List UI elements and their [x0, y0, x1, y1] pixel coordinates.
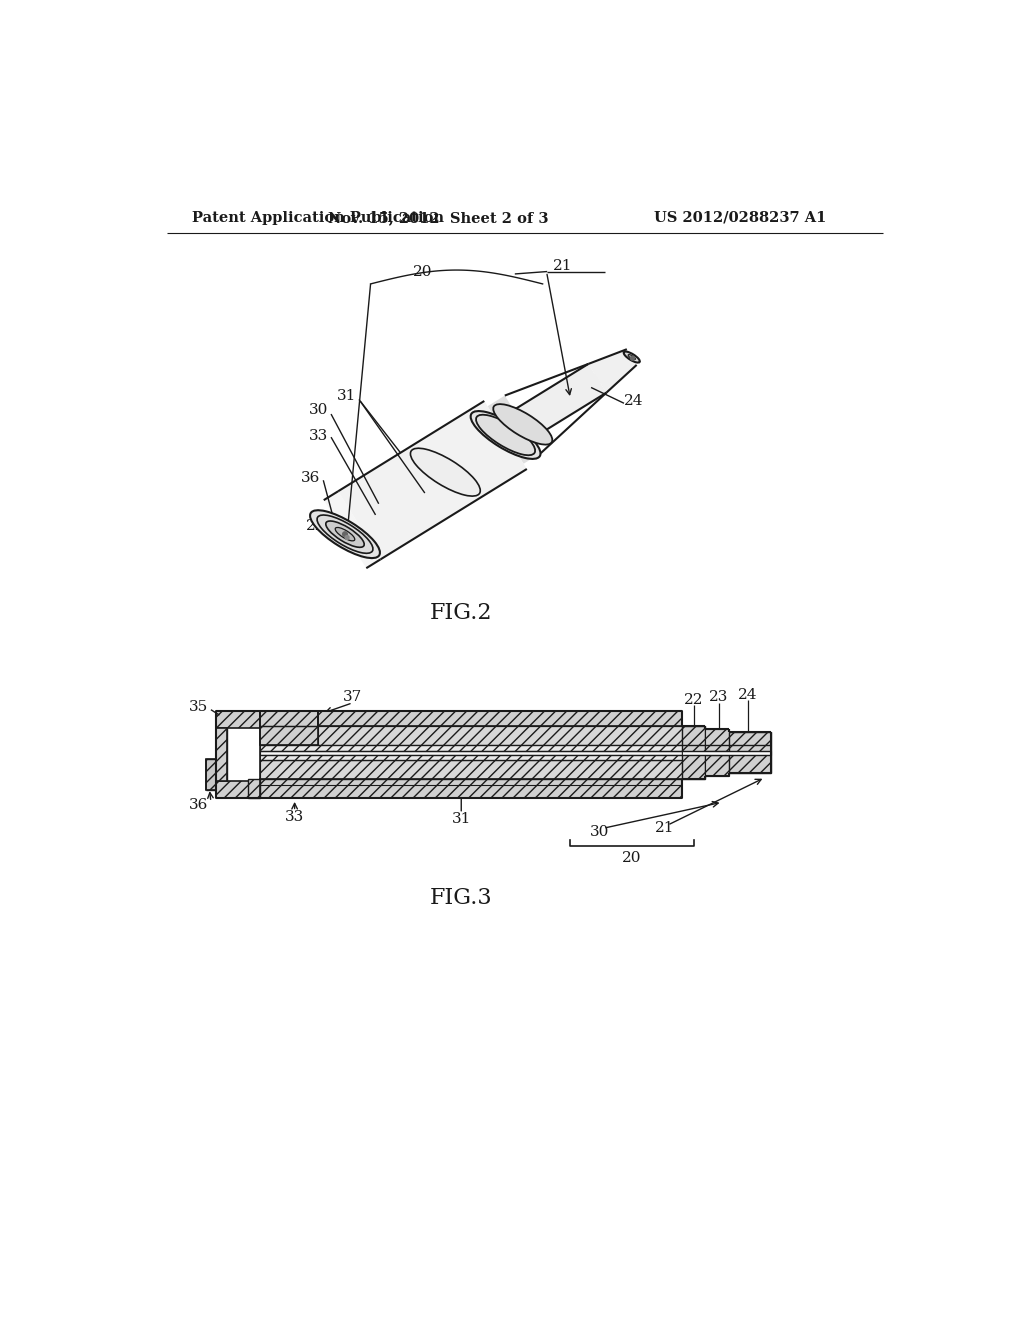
Text: US 2012/0288237 A1: US 2012/0288237 A1: [654, 211, 826, 224]
Ellipse shape: [508, 414, 538, 434]
Polygon shape: [589, 350, 637, 392]
Text: 36: 36: [301, 471, 321, 484]
Text: 22: 22: [306, 520, 326, 533]
Text: Nov. 15, 2012  Sheet 2 of 3: Nov. 15, 2012 Sheet 2 of 3: [328, 211, 548, 224]
Text: 20: 20: [622, 850, 641, 865]
Ellipse shape: [476, 414, 536, 455]
Text: 23: 23: [709, 690, 728, 705]
Ellipse shape: [589, 372, 605, 384]
Polygon shape: [706, 751, 729, 755]
Polygon shape: [682, 726, 706, 779]
Text: 35: 35: [369, 540, 387, 554]
Text: 33: 33: [308, 429, 328, 442]
Text: FIG.2: FIG.2: [430, 602, 493, 624]
Polygon shape: [514, 364, 606, 438]
Polygon shape: [706, 755, 729, 776]
Polygon shape: [338, 401, 527, 560]
Text: 31: 31: [452, 812, 471, 826]
Ellipse shape: [615, 356, 631, 368]
Text: 30: 30: [590, 825, 609, 840]
Circle shape: [631, 356, 635, 360]
Polygon shape: [216, 711, 260, 729]
Text: 35: 35: [188, 701, 208, 714]
Polygon shape: [260, 760, 682, 779]
Ellipse shape: [628, 355, 635, 359]
Ellipse shape: [326, 521, 365, 548]
Text: 31: 31: [337, 388, 356, 403]
Text: 20: 20: [413, 265, 432, 280]
Polygon shape: [216, 780, 260, 797]
Text: 24: 24: [624, 393, 643, 408]
Polygon shape: [729, 733, 771, 774]
Polygon shape: [260, 744, 771, 751]
Polygon shape: [260, 751, 771, 755]
Polygon shape: [706, 729, 729, 751]
Ellipse shape: [494, 404, 552, 445]
Text: 21: 21: [553, 259, 572, 273]
Ellipse shape: [335, 528, 354, 541]
Text: FIG.3: FIG.3: [430, 887, 493, 908]
Polygon shape: [260, 711, 317, 744]
Text: 21: 21: [655, 821, 675, 836]
Polygon shape: [317, 711, 682, 726]
Text: 24: 24: [738, 688, 758, 702]
Ellipse shape: [471, 411, 541, 459]
Polygon shape: [682, 751, 771, 755]
Ellipse shape: [624, 351, 640, 363]
Ellipse shape: [598, 367, 614, 379]
Circle shape: [343, 532, 347, 536]
Polygon shape: [317, 726, 682, 744]
Text: Patent Application Publication: Patent Application Publication: [193, 211, 444, 224]
Ellipse shape: [606, 362, 623, 374]
Circle shape: [345, 536, 349, 540]
Ellipse shape: [310, 511, 380, 558]
Polygon shape: [248, 779, 260, 797]
Polygon shape: [324, 491, 381, 568]
Polygon shape: [206, 759, 216, 789]
Text: 30: 30: [308, 403, 328, 417]
Text: 36: 36: [188, 799, 208, 812]
Text: 37: 37: [343, 690, 362, 705]
Polygon shape: [487, 396, 541, 463]
Text: 33: 33: [285, 809, 304, 824]
Polygon shape: [260, 755, 771, 760]
Polygon shape: [260, 779, 682, 797]
Ellipse shape: [624, 351, 640, 363]
Polygon shape: [216, 729, 227, 780]
Text: 22: 22: [684, 693, 703, 706]
Ellipse shape: [411, 449, 480, 496]
Ellipse shape: [317, 515, 373, 553]
